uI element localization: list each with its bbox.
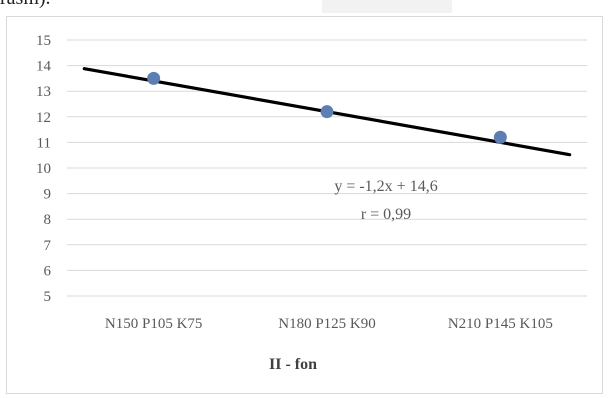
x-axis-category-labels: N150 P105 K75 N180 P125 K90 N210 P145 K105: [105, 316, 553, 332]
data-points: [147, 71, 507, 144]
y-tick-label: 5: [44, 289, 52, 305]
y-tick-label: 15: [36, 33, 51, 49]
y-tick-label: 8: [44, 212, 52, 228]
scatter-chart: 5 6 7 8 9 10 11 12 13 14 15 N150 P105 K75 N180 P125…: [36, 33, 587, 373]
y-tick-label: 14: [36, 59, 52, 75]
x-category-label: N180 P125 K90: [278, 316, 376, 332]
cut-caption-text: rasm).: [0, 0, 260, 10]
x-category-label: N210 P145 K105: [448, 316, 553, 332]
data-point: [320, 105, 334, 119]
trend-equation-label: y = -1,2x + 14,6: [334, 178, 437, 195]
y-tick-label: 12: [36, 110, 51, 126]
x-axis-title: II - fon: [269, 356, 317, 373]
y-tick-label: 11: [37, 135, 51, 151]
chart-container: 5 6 7 8 9 10 11 12 13 14 15 N150 P105 K75 N180 P125…: [6, 16, 603, 394]
y-tick-label: 9: [44, 187, 52, 203]
y-tick-label: 6: [44, 263, 52, 279]
data-point: [147, 71, 161, 85]
data-point: [493, 130, 507, 144]
y-tick-label: 10: [36, 161, 51, 177]
grid-lines: [67, 39, 587, 297]
y-tick-label: 7: [44, 238, 52, 254]
correlation-label: r = 0,99: [361, 206, 411, 223]
y-axis-tick-labels: 5 6 7 8 9 10 11 12 13 14 15: [36, 33, 52, 305]
top-gray-bar: [322, 0, 452, 13]
y-tick-label: 13: [36, 84, 51, 100]
x-category-label: N150 P105 K75: [105, 316, 203, 332]
